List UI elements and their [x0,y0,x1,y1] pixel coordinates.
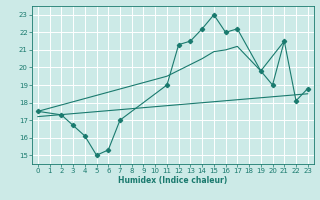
X-axis label: Humidex (Indice chaleur): Humidex (Indice chaleur) [118,176,228,185]
